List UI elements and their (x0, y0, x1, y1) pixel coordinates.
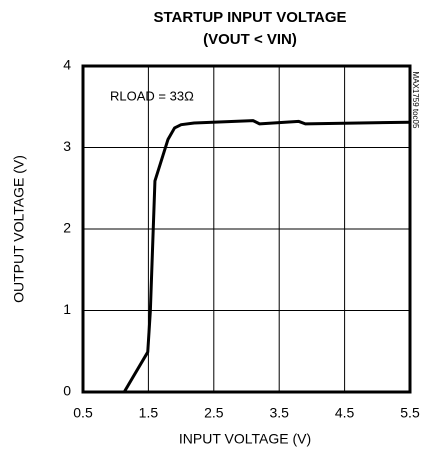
side-note: MAX1759 toc05 (411, 72, 420, 129)
x-tick-label: 1.5 (139, 405, 159, 421)
annotation: RLOAD = 33Ω (110, 88, 194, 103)
x-tick-label: 4.5 (335, 405, 355, 421)
y-tick-label: 3 (63, 138, 71, 154)
x-axis-label: INPUT VOLTAGE (V) (179, 431, 311, 447)
chart-title: STARTUP INPUT VOLTAGE (153, 9, 346, 26)
plot-frame (81, 64, 412, 394)
y-tick-label: 2 (63, 220, 71, 236)
x-tick-label: 0.5 (73, 405, 93, 421)
x-tick-label: 5.5 (400, 405, 420, 421)
y-tick-label: 4 (63, 57, 71, 73)
y-tick-label: 0 (63, 383, 71, 399)
chart-subtitle: (VOUT < VIN) (203, 31, 297, 48)
data-line (122, 119, 411, 393)
x-tick-label: 3.5 (269, 405, 289, 421)
x-tick-label: 2.5 (204, 405, 224, 421)
y-axis-label: OUTPUT VOLTAGE (V) (11, 155, 27, 303)
y-tick-label: 1 (63, 301, 71, 317)
